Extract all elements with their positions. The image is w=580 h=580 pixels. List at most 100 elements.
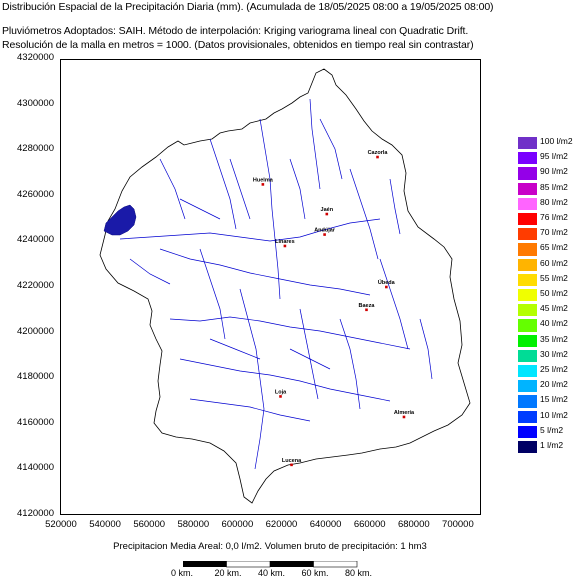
legend-swatch (518, 137, 537, 150)
map-title: Distribución Espacial de la Precipitació… (2, 1, 494, 13)
legend-swatch (518, 319, 537, 332)
legend-item: 85 l/m2 (518, 181, 578, 195)
legend-label: 30 l/m2 (540, 348, 568, 359)
legend-item: 70 l/m2 (518, 227, 578, 241)
y-tick-label: 4260000 (17, 188, 54, 200)
city-marker (402, 415, 406, 419)
legend-swatch (518, 425, 537, 438)
legend-swatch (518, 182, 537, 195)
scale-label: 20 km. (214, 568, 242, 578)
legend-label: 1 l/m2 (540, 440, 564, 450)
legend-label: 40 l/m2 (540, 318, 568, 329)
y-tick-label: 4280000 (17, 143, 54, 155)
legend-item: 65 l/m2 (518, 242, 578, 256)
city-label: Loja (275, 389, 287, 395)
x-tick-label: 600000 (221, 519, 254, 530)
legend-item: 30 l/m2 (518, 348, 578, 362)
city-label: Huelma (253, 177, 274, 183)
x-tick-label: 620000 (265, 519, 298, 530)
legend-swatch (518, 273, 537, 286)
legend-swatch (518, 152, 537, 165)
legend-swatch (518, 380, 537, 393)
legend-item: 15 l/m2 (518, 394, 578, 408)
legend-label: 65 l/m2 (540, 242, 568, 253)
legend-item: 5 l/m2 (518, 425, 578, 438)
legend-item: 80 l/m2 (518, 196, 578, 210)
legend-item: 45 l/m2 (518, 303, 578, 317)
city-label: Úbeda (378, 279, 396, 286)
scale-label: 0 km. (171, 568, 194, 578)
x-tick-label: 640000 (309, 519, 342, 530)
legend-swatch (518, 441, 537, 454)
legend-label: 15 l/m2 (540, 394, 568, 405)
legend-swatch (518, 213, 537, 226)
legend-swatch (518, 289, 537, 302)
legend-label: 35 l/m2 (540, 333, 568, 344)
x-tick-label: 660000 (353, 519, 386, 530)
legend-swatch (518, 304, 537, 317)
city-label: Andújar (314, 228, 336, 234)
city-marker (290, 463, 293, 467)
city-markers: Jaén Baeza Úbeda Linares Andújar Almería Huelm… (253, 150, 415, 467)
legend-swatch (518, 243, 537, 256)
basin-outline (99, 68, 471, 504)
city-marker (323, 233, 326, 236)
city-marker (325, 212, 329, 216)
legend-item: 10 l/m2 (518, 410, 578, 423)
legend-item: 95 l/m2 (518, 151, 578, 165)
x-tick-label: 700000 (442, 519, 474, 530)
scale-label: 80 km. (345, 568, 373, 578)
y-tick-label: 4220000 (17, 280, 54, 291)
legend-label: 45 l/m2 (540, 303, 568, 314)
legend-item: 60 l/m2 (518, 258, 578, 271)
city-label: Jaén (321, 207, 334, 213)
rain-area (103, 204, 137, 236)
city-label: Lucena (282, 458, 302, 464)
x-tick-label: 680000 (397, 519, 430, 530)
scale-label: 40 km. (258, 568, 286, 578)
legend-swatch (518, 334, 537, 347)
city-label: Cazorla (368, 150, 389, 156)
legend-label: 25 l/m2 (540, 364, 568, 374)
legend-label: 50 l/m2 (540, 288, 568, 298)
legend-label: 100 l/m2 (540, 136, 573, 146)
y-tick-label: 4180000 (17, 371, 54, 383)
y-tick-label: 4140000 (17, 462, 54, 474)
city-marker (385, 285, 388, 289)
y-tick-label: 4240000 (17, 234, 54, 246)
legend-swatch (518, 349, 537, 362)
city-marker (279, 395, 282, 398)
legend-item: 20 l/m2 (518, 379, 578, 393)
x-tick-label: 540000 (89, 519, 121, 530)
x-tick-label: 560000 (133, 519, 166, 530)
legend-item: 90 l/m2 (518, 166, 578, 180)
legend-swatch (518, 228, 537, 241)
city-label: Baeza (359, 303, 376, 309)
resolution-line: Resolución de la malla en metros = 1000.… (2, 39, 474, 51)
city-label: Linares (275, 239, 295, 245)
legend-label: 76 l/m2 (540, 212, 568, 222)
legend-item: 25 l/m2 (518, 364, 578, 378)
y-tick-label: 4120000 (17, 508, 54, 519)
legend-label: 85 l/m2 (540, 181, 568, 192)
scale-label: 60 km. (301, 568, 329, 578)
legend-swatch (518, 395, 537, 408)
legend-item: 1 l/m2 (518, 440, 578, 454)
legend-item: 50 l/m2 (518, 288, 578, 302)
legend-label: 20 l/m2 (540, 379, 568, 390)
legend-label: 70 l/m2 (540, 227, 568, 238)
scale-bar (183, 561, 358, 568)
city-marker (365, 308, 368, 312)
legend-label: 80 l/m2 (540, 196, 568, 207)
y-tick-label: 4300000 (17, 97, 54, 109)
y-tick-label: 4200000 (17, 325, 54, 337)
legend-label: 55 l/m2 (540, 272, 568, 283)
legend-label: 95 l/m2 (540, 151, 568, 162)
legend-item: 100 l/m2 (518, 136, 578, 150)
precipitation-map: Jaén Baeza Úbeda Linares Andújar Almería Huelm… (99, 68, 471, 504)
x-tick-label: 520000 (45, 519, 77, 530)
city-marker (261, 183, 265, 186)
legend-item: 35 l/m2 (518, 333, 578, 347)
river-network (119, 98, 433, 470)
x-tick-label: 580000 (177, 519, 210, 530)
